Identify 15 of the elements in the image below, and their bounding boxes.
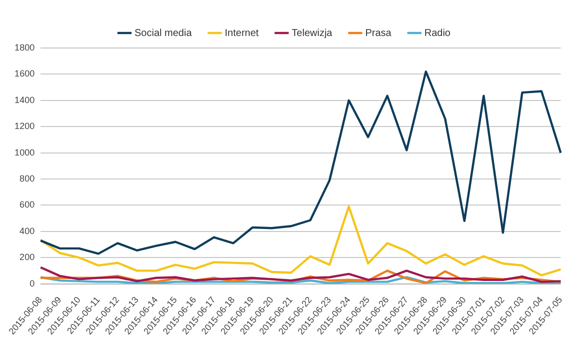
y-tick-label: 1800	[14, 42, 35, 52]
legend-label: Radio	[424, 28, 451, 39]
y-tick-label: 1600	[14, 68, 35, 79]
legend-label: Internet	[224, 28, 259, 39]
legend-label: Social media	[134, 28, 192, 39]
y-tick-label: 1200	[14, 121, 35, 132]
y-tick-label: 200	[20, 252, 35, 262]
y-tick-label: 1000	[14, 147, 35, 158]
y-tick-label: 1400	[14, 94, 35, 105]
y-tick-label: 0	[30, 278, 35, 288]
y-tick-label: 600	[20, 200, 35, 210]
legend-label: Telewizja	[292, 28, 333, 39]
legend-label: Prasa	[365, 28, 392, 39]
y-tick-label: 800	[20, 173, 35, 184]
y-tick-label: 400	[20, 226, 35, 236]
